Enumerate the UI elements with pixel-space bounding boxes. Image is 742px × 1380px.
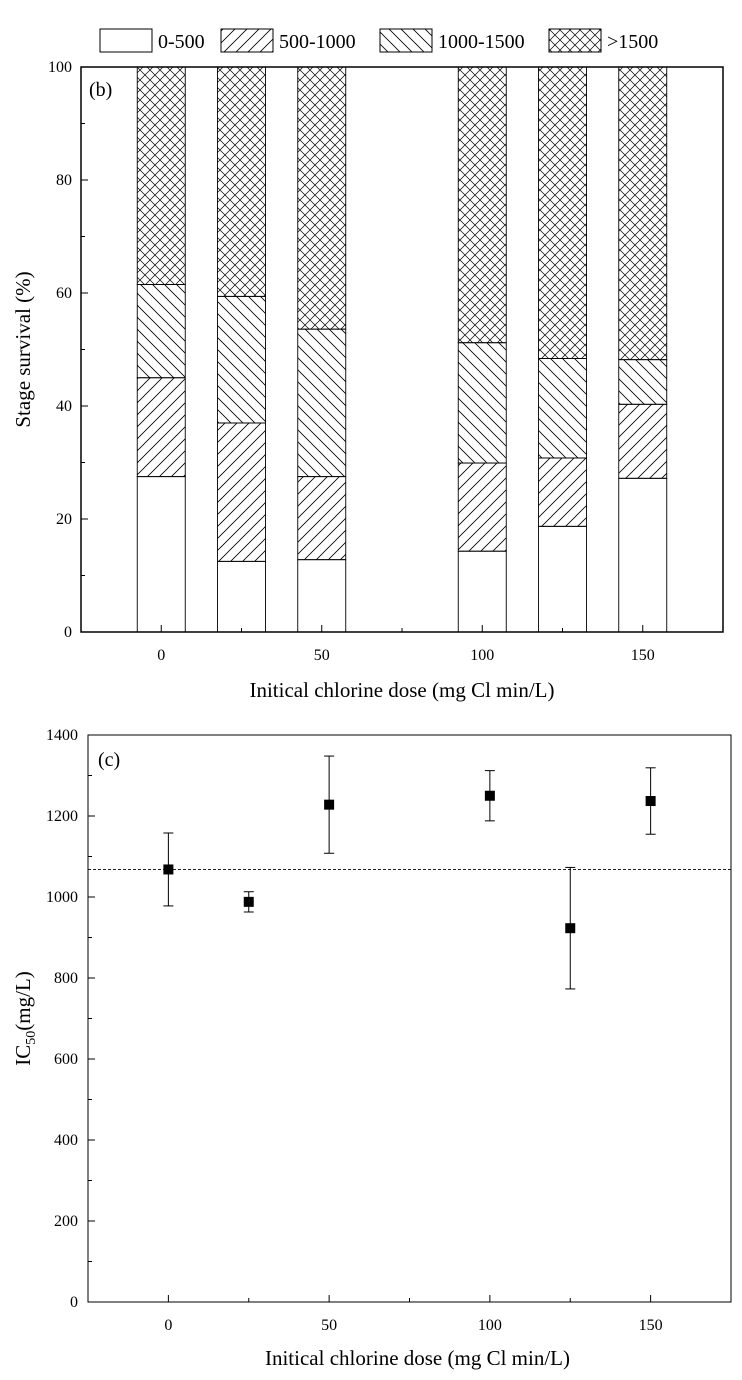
bars <box>136 66 668 633</box>
bar-segment-1500-dose-100 <box>457 66 507 344</box>
bar-segment-1500-dose-0 <box>136 66 186 285</box>
y-tick-label: 1400 <box>46 727 78 744</box>
axes: 0 200 400 600 800 1000 1200 1400 0 50 100 150 <box>46 727 732 1334</box>
y-tick-label: 0 <box>70 1294 78 1311</box>
bar-segment-1000-1500-dose-25 <box>217 295 266 424</box>
data-point-dose-150 <box>645 767 656 835</box>
data-point-dose-25 <box>243 891 254 913</box>
marker <box>645 796 656 807</box>
x-tick-label: 100 <box>470 647 494 664</box>
data-point-dose-100 <box>484 770 495 822</box>
bar-segment-1500-dose-25 <box>217 66 266 297</box>
bar-segment-500-1000-dose-50 <box>297 476 347 561</box>
data-points <box>163 755 656 990</box>
bar-segment-1000-1500-dose-100 <box>457 342 507 464</box>
y-tick-label: 0 <box>64 624 72 641</box>
y-label-main: IC <box>11 1045 35 1066</box>
legend: 0-500 500-1000 1000-1500 >1500 <box>99 28 658 53</box>
legend-swatch <box>99 28 153 53</box>
x-tick-label: 0 <box>157 647 165 664</box>
x-tick-label: 50 <box>321 1317 337 1334</box>
y-tick-label: 200 <box>54 1213 78 1230</box>
y-tick-label: 1000 <box>46 889 78 906</box>
marker <box>484 790 495 801</box>
legend-label: 1000-1500 <box>438 31 525 53</box>
x-tick-label: 0 <box>164 1317 172 1334</box>
y-tick-label: 80 <box>56 172 72 189</box>
x-axis-label: Initical chlorine dose (mg Cl min/L) <box>249 678 554 702</box>
marker <box>243 896 254 907</box>
y-tick-label: 400 <box>54 1132 78 1149</box>
bar-segment-500-1000-dose-0 <box>136 377 186 478</box>
bar-segment-0-500-dose-25 <box>217 560 266 633</box>
y-tick-label: 40 <box>56 398 72 415</box>
y-tick-label: 60 <box>56 285 72 302</box>
x-tick-label: 150 <box>639 1317 663 1334</box>
y-axis-label: Stage survival (%) <box>11 271 35 427</box>
legend-label: >1500 <box>607 31 658 53</box>
bar-segment-1000-1500-dose-125 <box>538 358 587 459</box>
x-tick-label: 50 <box>314 647 330 664</box>
ic50-chart: 0 200 400 600 800 1000 1200 1400 0 50 100 150 (c) I… <box>11 727 732 1370</box>
bar-segment-0-500-dose-50 <box>297 559 347 633</box>
data-point-dose-0 <box>163 832 174 907</box>
bar-segment-1000-1500-dose-150 <box>618 359 668 405</box>
y-tick-label: 600 <box>54 1051 78 1068</box>
bar-segment-0-500-dose-125 <box>538 525 587 633</box>
stage-survival-chart: 0-500 500-1000 1000-1500 >1500 0 20 40 60 80 100… <box>11 28 724 702</box>
bar-segment-0-500-dose-0 <box>136 476 186 633</box>
y-label-unit: (mg/L) <box>11 971 35 1030</box>
x-tick-label: 100 <box>478 1317 502 1334</box>
panel-label: (b) <box>89 79 112 101</box>
data-point-dose-125 <box>565 866 576 990</box>
marker <box>324 799 335 810</box>
y-tick-label: 20 <box>56 511 72 528</box>
y-label-subscript: 50 <box>24 1031 39 1045</box>
legend-swatch <box>220 28 274 53</box>
x-axis-label: Initical chlorine dose (mg Cl min/L) <box>265 1346 570 1370</box>
bar-segment-0-500-dose-100 <box>457 550 507 633</box>
legend-label: 500-1000 <box>279 31 356 53</box>
y-tick-label: 800 <box>54 970 78 987</box>
panel-label: (c) <box>98 749 120 771</box>
axes: 0 20 40 60 80 100 0 50 100 150 <box>48 59 724 664</box>
y-axis-label: IC50(mg/L) <box>11 971 39 1065</box>
bar-segment-500-1000-dose-125 <box>538 457 587 527</box>
bar-segment-500-1000-dose-25 <box>217 422 266 562</box>
marker <box>565 923 576 934</box>
data-point-dose-50 <box>324 755 335 854</box>
bar-segment-500-1000-dose-150 <box>618 403 668 479</box>
bar-segment-1000-1500-dose-0 <box>136 284 186 379</box>
x-tick-label: 150 <box>631 647 655 664</box>
plot-frame <box>87 734 732 1303</box>
bar-segment-1500-dose-50 <box>297 66 347 330</box>
y-tick-label: 100 <box>48 59 72 76</box>
bar-segment-0-500-dose-150 <box>618 477 668 633</box>
bar-segment-1000-1500-dose-50 <box>297 328 347 478</box>
bar-segment-500-1000-dose-100 <box>457 462 507 552</box>
legend-swatch <box>548 28 602 53</box>
y-tick-label: 1200 <box>46 808 78 825</box>
marker <box>163 864 174 875</box>
legend-label: 0-500 <box>158 31 205 53</box>
bar-segment-1500-dose-150 <box>618 66 668 361</box>
bar-segment-1500-dose-125 <box>538 66 587 359</box>
legend-swatch <box>379 28 433 53</box>
